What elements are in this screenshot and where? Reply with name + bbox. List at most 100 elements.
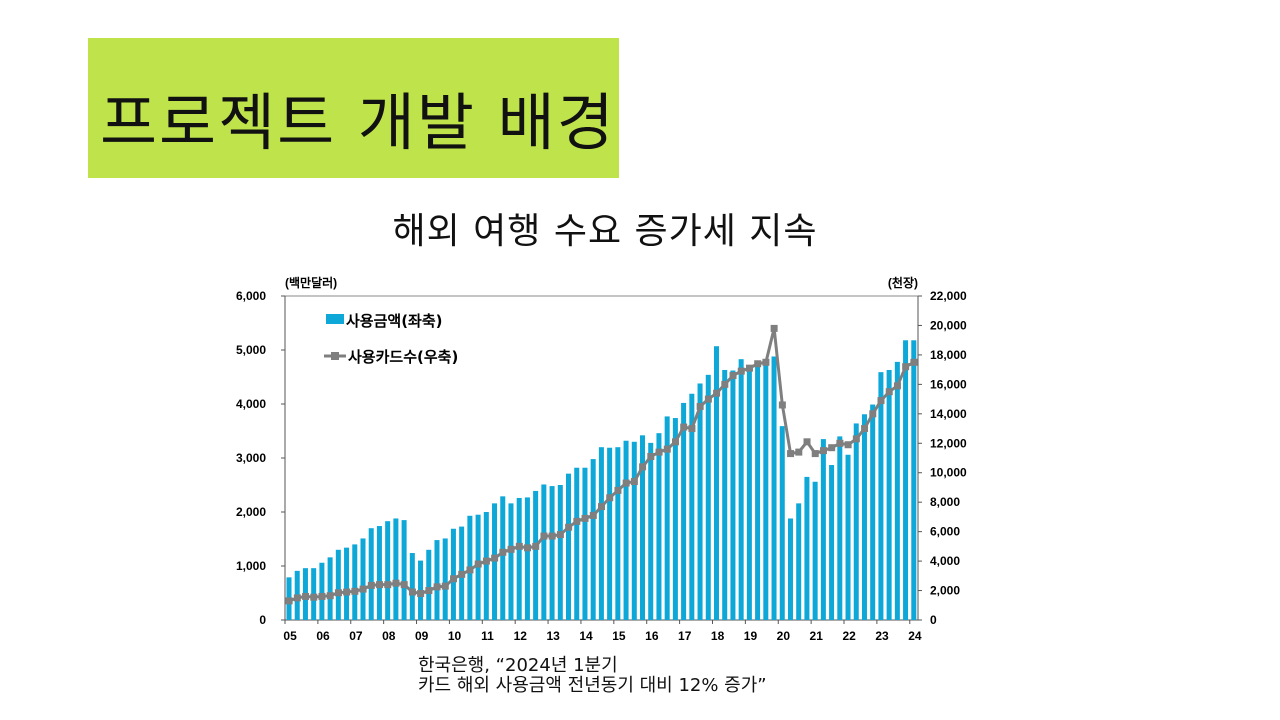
right-tick-label: 12,000 bbox=[930, 436, 967, 450]
page-title: 프로젝트 개발 배경 bbox=[100, 86, 616, 159]
bar bbox=[524, 497, 530, 620]
line-point bbox=[787, 450, 795, 458]
bar bbox=[335, 549, 341, 620]
bar bbox=[631, 441, 637, 620]
x-tick-label: 18 bbox=[711, 629, 725, 643]
line-point bbox=[614, 486, 622, 494]
bar bbox=[434, 540, 440, 620]
bar bbox=[829, 465, 835, 620]
bar bbox=[426, 549, 432, 620]
legend-line-label: 사용카드수(우축) bbox=[348, 348, 458, 366]
x-tick-label: 22 bbox=[842, 629, 856, 643]
bar bbox=[344, 547, 350, 620]
right-tick-label: 2,000 bbox=[930, 584, 960, 598]
line-point bbox=[285, 597, 293, 605]
x-tick-label: 17 bbox=[678, 629, 692, 643]
legend-bar-label: 사용금액(좌축) bbox=[346, 312, 443, 330]
line-point bbox=[745, 364, 753, 372]
bar bbox=[483, 512, 489, 620]
line-point bbox=[548, 532, 556, 540]
bar bbox=[656, 433, 662, 620]
line-point bbox=[671, 438, 679, 446]
line-point bbox=[441, 582, 449, 590]
line-point bbox=[696, 402, 704, 410]
line-point bbox=[334, 589, 342, 597]
line-point bbox=[458, 570, 466, 578]
right-tick-label: 22,000 bbox=[930, 289, 967, 303]
x-tick-label: 21 bbox=[810, 629, 824, 643]
bar bbox=[393, 518, 399, 620]
bar bbox=[376, 526, 382, 620]
bar bbox=[689, 393, 695, 620]
bar bbox=[450, 528, 456, 620]
bar bbox=[804, 476, 810, 620]
x-tick-label: 08 bbox=[382, 629, 396, 643]
bar bbox=[820, 439, 826, 620]
legend-line-marker bbox=[331, 352, 339, 360]
line-point bbox=[647, 453, 655, 461]
line-point bbox=[803, 438, 811, 446]
line-point bbox=[450, 575, 458, 583]
line-point bbox=[482, 557, 490, 565]
line-point bbox=[910, 358, 918, 366]
bar bbox=[894, 361, 900, 620]
line-point bbox=[852, 435, 860, 443]
line-point bbox=[893, 382, 901, 390]
header-banner: 프로젝트 개발 배경 bbox=[88, 38, 619, 178]
line-point bbox=[869, 410, 877, 418]
caption-line-1: 한국은행, “2024년 1분기 bbox=[418, 655, 618, 676]
bar bbox=[796, 503, 802, 620]
bar bbox=[697, 383, 703, 620]
left-tick-label: 3,000 bbox=[236, 451, 266, 465]
x-tick-label: 15 bbox=[612, 629, 626, 643]
line-point bbox=[680, 423, 688, 431]
left-tick-label: 1,000 bbox=[236, 559, 266, 573]
bar bbox=[705, 374, 711, 620]
line-point bbox=[828, 444, 836, 452]
bar bbox=[878, 372, 884, 620]
bar bbox=[639, 435, 646, 620]
left-tick-label: 0 bbox=[259, 613, 266, 627]
bar bbox=[779, 426, 785, 620]
bar bbox=[368, 528, 374, 620]
bar bbox=[771, 356, 777, 620]
bar bbox=[861, 414, 867, 620]
x-tick-label: 24 bbox=[908, 629, 922, 643]
line-point bbox=[754, 360, 762, 368]
line-point bbox=[351, 587, 359, 595]
bar bbox=[746, 365, 752, 620]
line-point bbox=[861, 425, 869, 433]
line-point bbox=[507, 545, 515, 553]
line-point bbox=[293, 594, 301, 602]
line-point bbox=[770, 324, 778, 332]
bar bbox=[442, 538, 448, 620]
x-tick-label: 23 bbox=[875, 629, 889, 643]
bar bbox=[664, 416, 670, 620]
bar bbox=[319, 562, 325, 620]
x-tick-label: 09 bbox=[415, 629, 429, 643]
line-point bbox=[573, 517, 581, 525]
bar bbox=[598, 447, 604, 620]
bar bbox=[886, 369, 892, 620]
bar bbox=[327, 557, 333, 620]
bar bbox=[903, 340, 909, 620]
line-point bbox=[532, 542, 540, 550]
line-point bbox=[302, 592, 310, 600]
bar bbox=[352, 544, 358, 620]
right-tick-label: 16,000 bbox=[930, 377, 967, 391]
right-tick-label: 4,000 bbox=[930, 554, 960, 568]
line-point bbox=[663, 445, 671, 453]
x-tick-label: 12 bbox=[514, 629, 528, 643]
line-point bbox=[713, 389, 721, 397]
line-point bbox=[359, 585, 367, 593]
line-point bbox=[524, 544, 532, 552]
line-point bbox=[400, 581, 408, 589]
line-point bbox=[811, 450, 819, 458]
line-point bbox=[499, 548, 507, 556]
line-point bbox=[310, 593, 318, 601]
line-point bbox=[565, 523, 573, 531]
right-tick-label: 10,000 bbox=[930, 466, 967, 480]
bar bbox=[845, 454, 851, 620]
bar bbox=[492, 503, 498, 620]
